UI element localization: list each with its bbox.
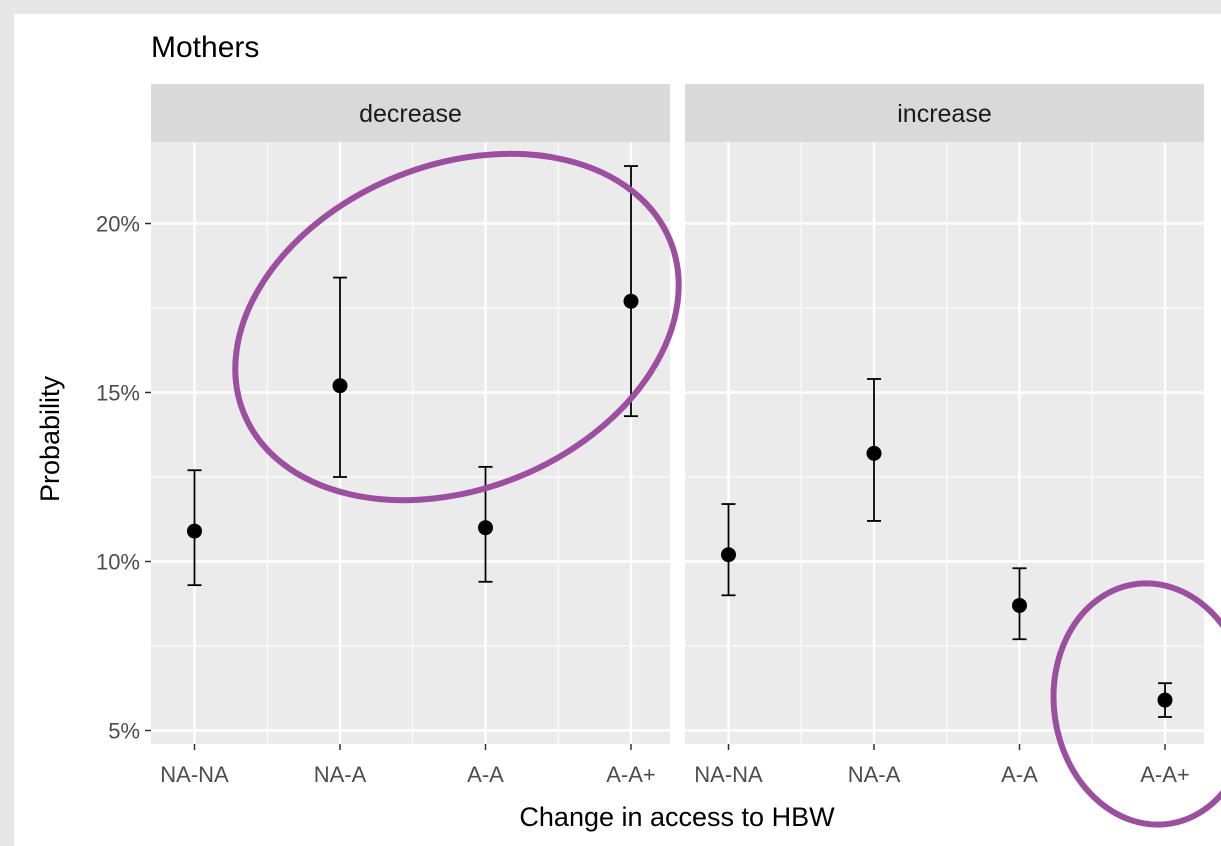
y-axis-title: Probability	[35, 375, 65, 502]
panel-background	[151, 142, 670, 744]
facet-strip-increase	[685, 84, 1204, 142]
data-point-group	[866, 378, 882, 522]
highlight-ellipse-increase	[1050, 580, 1221, 828]
x-axis-title: Change in access to HBW	[519, 802, 835, 832]
data-point	[187, 523, 202, 539]
data-point	[623, 293, 639, 309]
data-point	[866, 445, 882, 461]
y-tick-label: 10%	[96, 550, 140, 575]
highlight-layer	[232, 150, 1221, 828]
panel-background	[685, 142, 1204, 744]
panels-layer: decrease NA-NA NA-A A-A A-A+ increase NA-NA NA-…	[151, 84, 1204, 787]
x-tick-label: NA-A	[314, 762, 367, 787]
y-axis: 5% 10% 15% 20%	[96, 212, 151, 744]
x-tick-label: A-A+	[606, 762, 656, 787]
data-point	[1157, 692, 1173, 708]
data-point	[1012, 597, 1027, 613]
x-tick-label: NA-A	[848, 762, 901, 787]
x-tick-label: A-A+	[1140, 762, 1190, 787]
data-point-group	[1157, 682, 1173, 718]
facet-panel-increase: increase NA-NA NA-A A-A A-A+	[685, 84, 1204, 787]
data-point-group	[332, 276, 348, 478]
facet-strip-label: increase	[897, 100, 992, 128]
x-tick-label: A-A	[467, 762, 504, 787]
data-point	[332, 378, 348, 394]
chart-frame: Mothers decrease NA-NA NA-A A-A A-A+ increase…	[14, 14, 1221, 846]
chart-title: Mothers	[151, 31, 259, 64]
data-point-group	[721, 503, 736, 597]
y-tick-label: 5%	[108, 719, 140, 744]
y-tick-label: 20%	[96, 212, 140, 237]
facet-strip-decrease	[151, 84, 670, 142]
x-tick-label: NA-NA	[160, 762, 229, 787]
data-point-group	[187, 469, 202, 587]
data-point-group	[1012, 567, 1027, 641]
data-point-group	[623, 165, 639, 418]
facet-strip-label: decrease	[359, 100, 462, 128]
x-tick-label: A-A	[1001, 762, 1038, 787]
highlight-ellipse-decrease	[232, 150, 682, 504]
x-tick-label: NA-NA	[694, 762, 763, 787]
y-tick-label: 15%	[96, 381, 140, 406]
data-point	[721, 547, 736, 563]
data-point	[478, 520, 493, 536]
